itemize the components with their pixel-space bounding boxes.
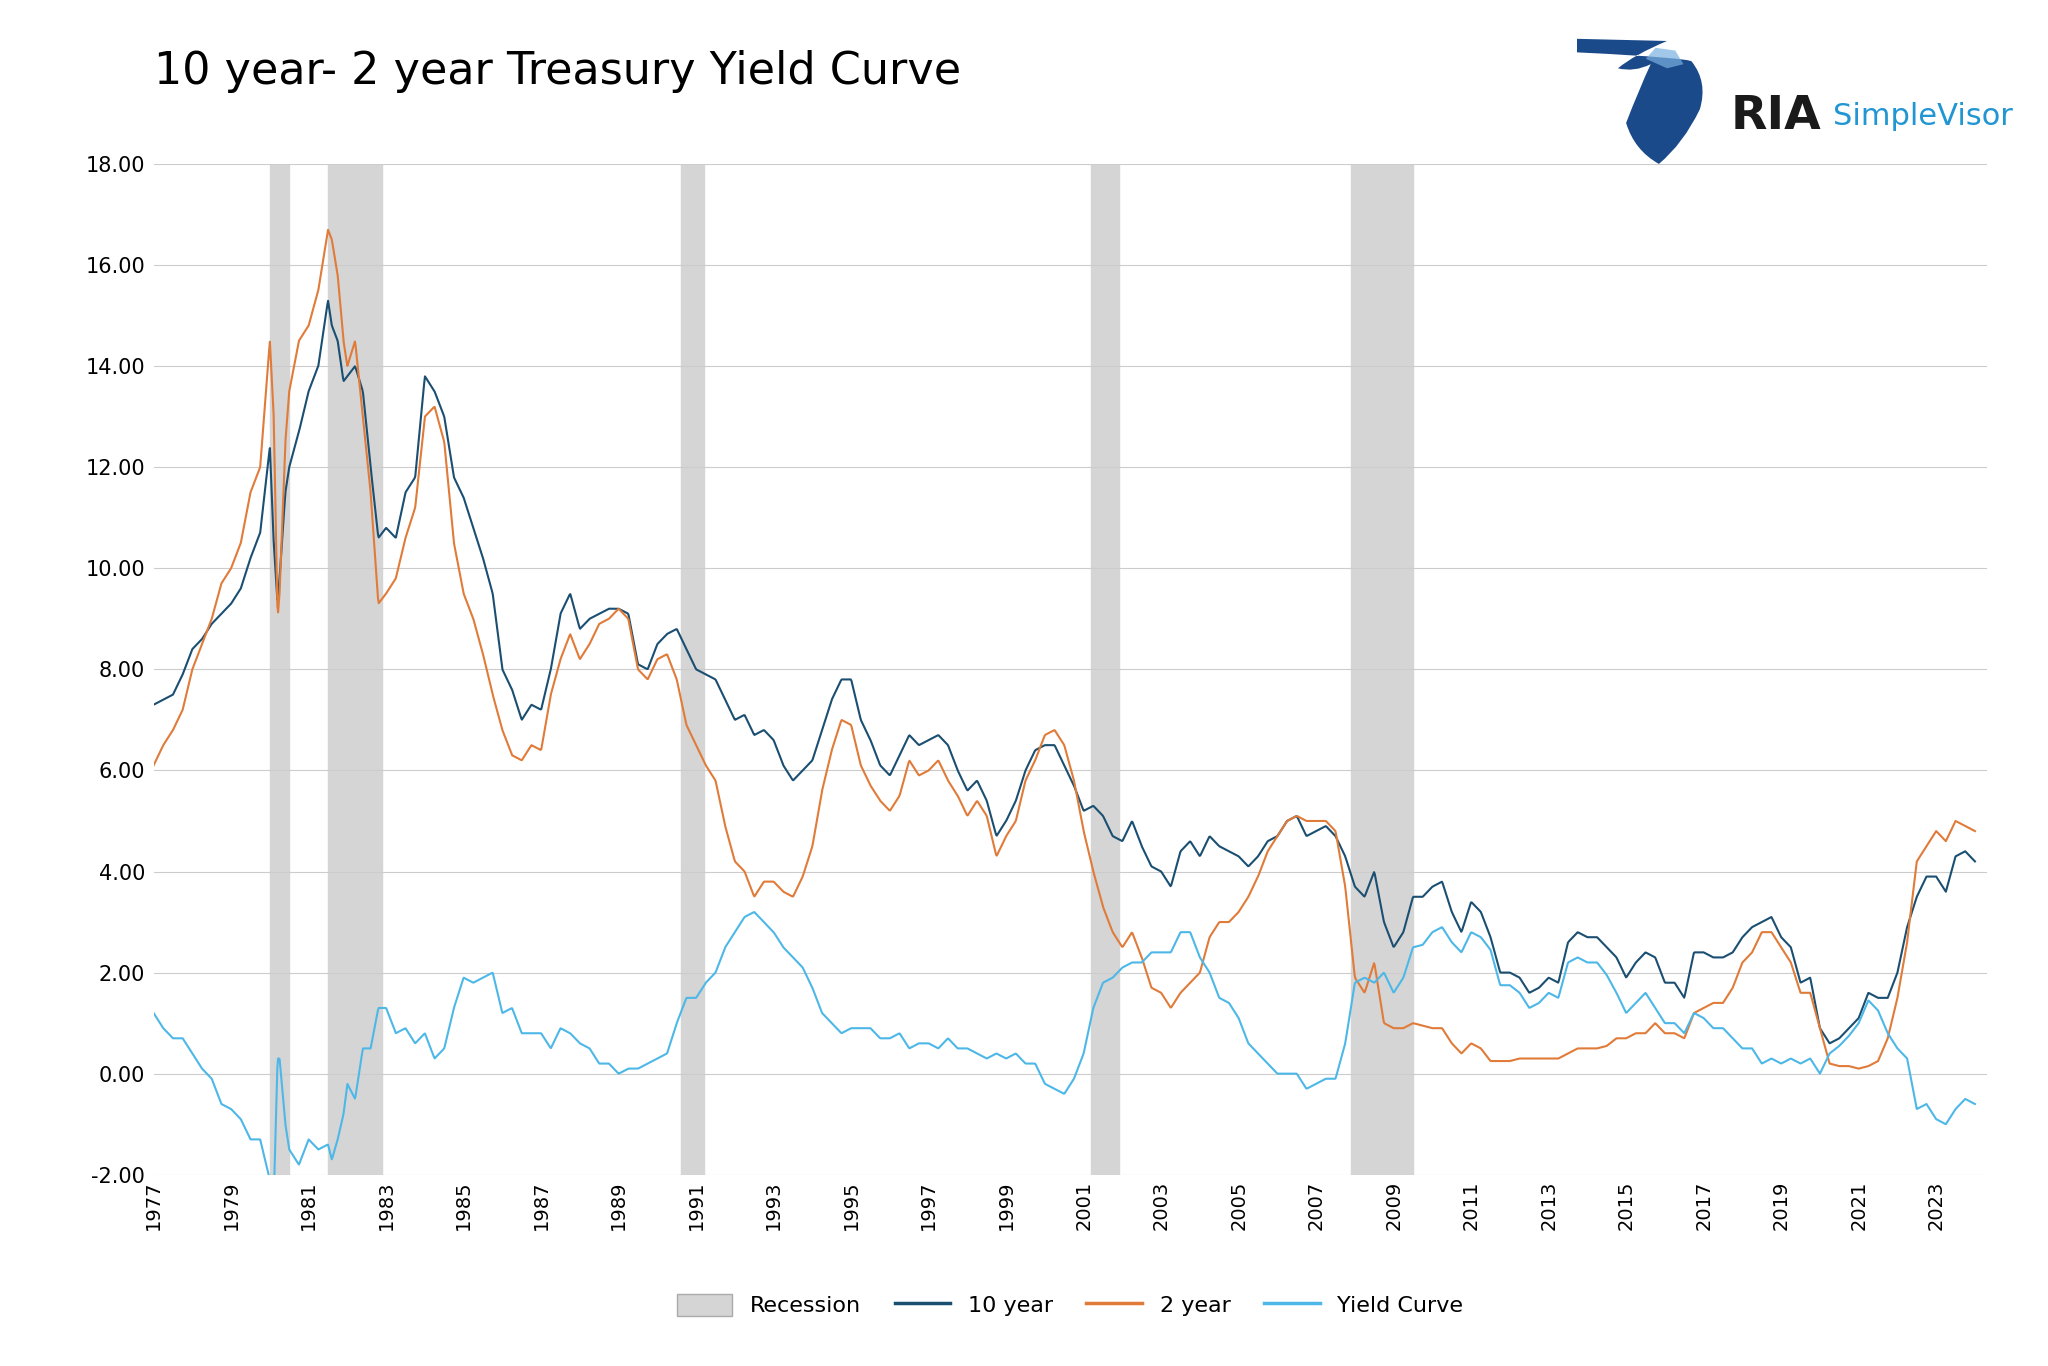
Bar (270, 164, 289, 1175)
Bar (328, 164, 383, 1175)
Text: RIA: RIA (1731, 94, 1821, 138)
Text: SimpleVisor: SimpleVisor (1833, 101, 2013, 131)
Legend: Recession, 10 year, 2 year, Yield Curve: Recession, 10 year, 2 year, Yield Curve (668, 1284, 1473, 1325)
PathPatch shape (1618, 41, 1702, 164)
Bar (1352, 164, 1413, 1175)
Bar (680, 164, 705, 1175)
PathPatch shape (1647, 48, 1683, 68)
Bar (1092, 164, 1118, 1175)
Text: 10 year- 2 year Treasury Yield Curve: 10 year- 2 year Treasury Yield Curve (154, 51, 961, 93)
